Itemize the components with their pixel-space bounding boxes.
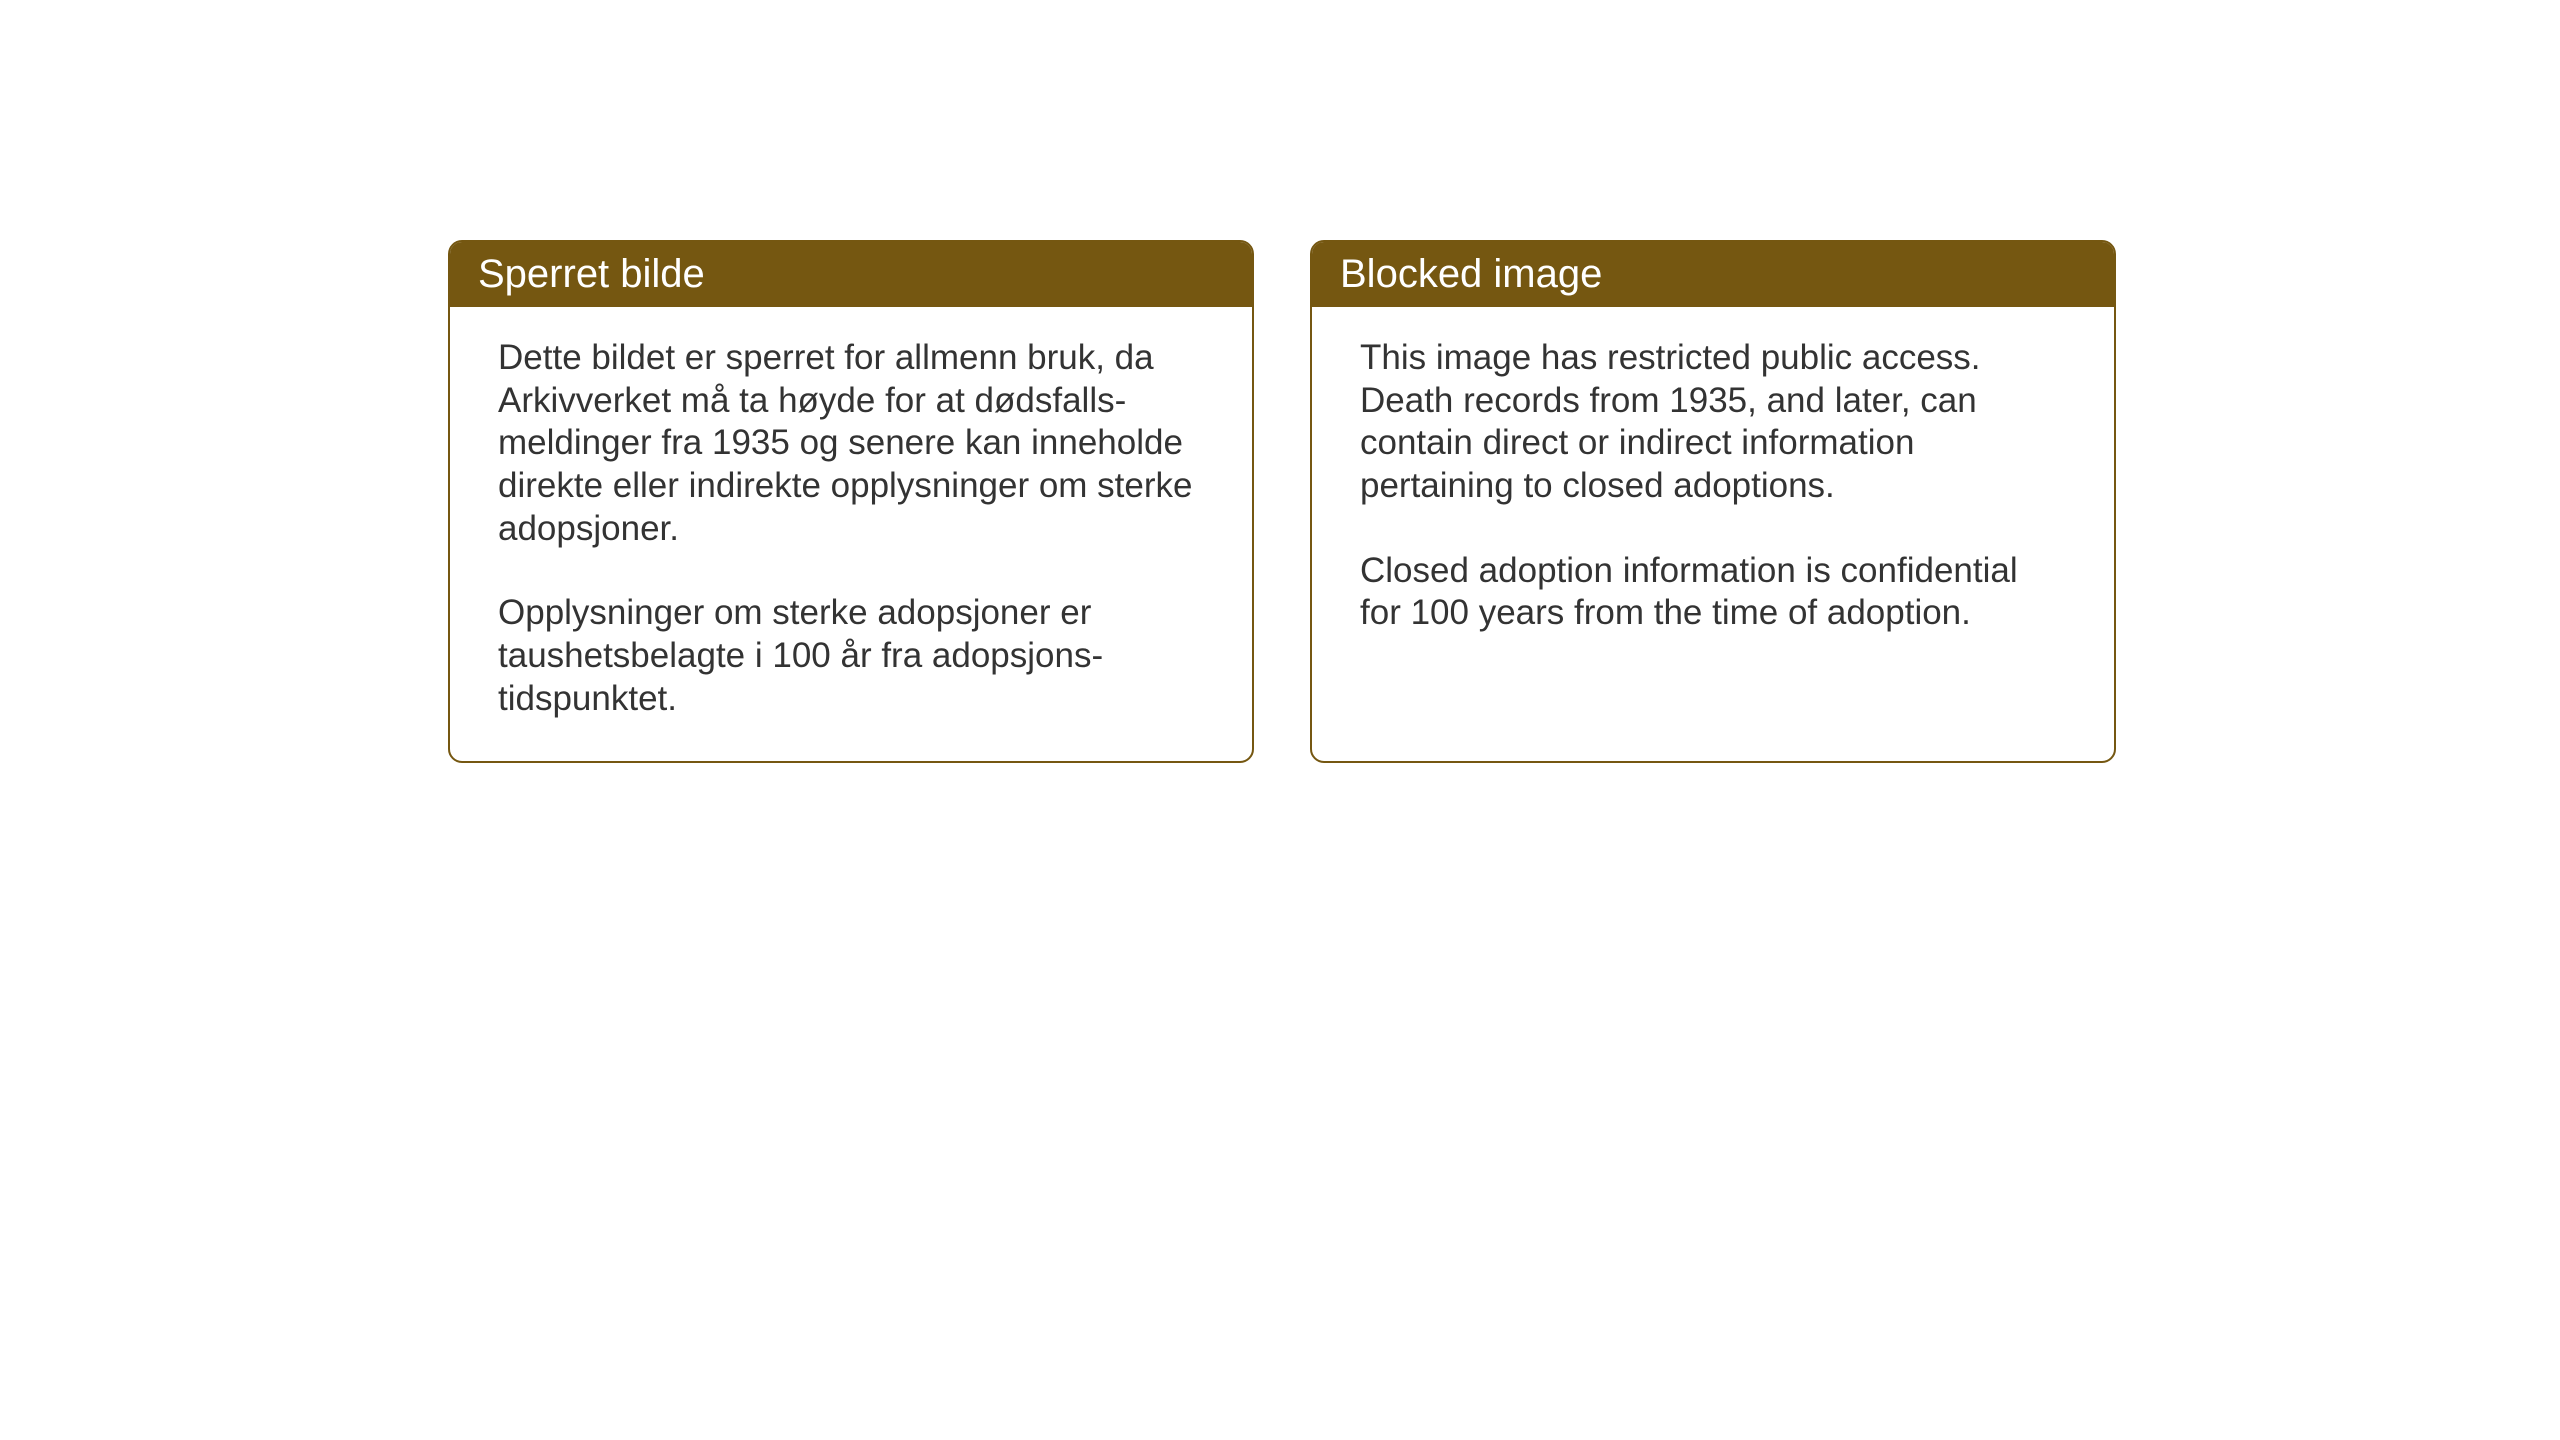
norwegian-paragraph-2: Opplysninger om sterke adopsjoner er tau… <box>498 592 1204 720</box>
norwegian-notice-card: Sperret bilde Dette bildet er sperret fo… <box>448 240 1254 763</box>
norwegian-notice-body: Dette bildet er sperret for allmenn bruk… <box>450 307 1252 761</box>
english-notice-header: Blocked image <box>1312 242 2114 307</box>
english-notice-card: Blocked image This image has restricted … <box>1310 240 2116 763</box>
english-paragraph-1: This image has restricted public access.… <box>1360 337 2066 508</box>
norwegian-notice-header: Sperret bilde <box>450 242 1252 307</box>
notice-container: Sperret bilde Dette bildet er sperret fo… <box>448 240 2116 763</box>
norwegian-notice-title: Sperret bilde <box>478 252 705 296</box>
english-paragraph-2: Closed adoption information is confident… <box>1360 550 2066 635</box>
english-notice-body: This image has restricted public access.… <box>1312 307 2114 675</box>
english-notice-title: Blocked image <box>1340 252 1602 296</box>
norwegian-paragraph-1: Dette bildet er sperret for allmenn bruk… <box>498 337 1204 550</box>
